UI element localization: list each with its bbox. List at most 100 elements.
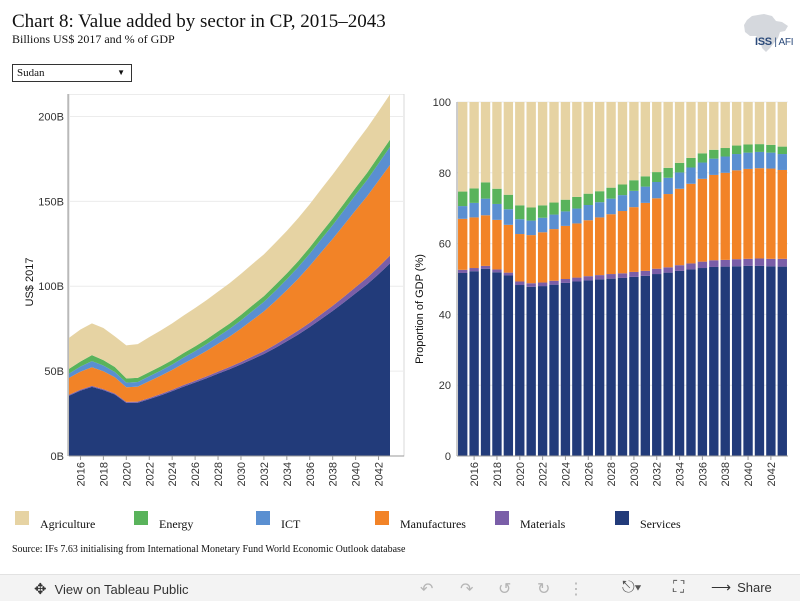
legend-item-materials[interactable]: Materials — [495, 510, 565, 531]
bar-segment-agriculture — [572, 102, 582, 197]
bar-segment-materials — [515, 281, 525, 286]
bar-segment-ict — [697, 162, 708, 179]
bar-xtick-label: 2036 — [697, 462, 709, 486]
bar-xtick-label: 2032 — [652, 462, 664, 486]
area-xtick-label: 2022 — [144, 462, 156, 486]
bar-segment-manufactures — [686, 183, 696, 264]
bar-segment-agriculture — [697, 102, 708, 154]
bar-segment-ict — [777, 154, 787, 170]
bar-segment-materials — [686, 263, 696, 270]
bar-segment-services — [560, 282, 571, 456]
bar-segment-agriculture — [743, 102, 753, 145]
fullscreen-icon[interactable]: ⛶ — [673, 579, 685, 596]
bar-segment-agriculture — [686, 102, 696, 158]
legend-item-energy[interactable]: Energy — [134, 510, 193, 531]
share-button[interactable]: ⟶ Share — [711, 579, 772, 596]
bar-segment-energy — [458, 191, 468, 207]
bar-xtick-label: 2042 — [766, 462, 778, 486]
bar-segment-agriculture — [549, 102, 559, 203]
bar-segment-manufactures — [777, 169, 787, 259]
bar-segment-ict — [754, 151, 765, 169]
bar-xtick-label: 2026 — [583, 462, 595, 486]
bar-segment-agriculture — [503, 102, 514, 195]
view-on-tableau-link[interactable]: ✥ View on Tableau Public — [34, 580, 189, 598]
caret-down-icon[interactable]: ▼ — [117, 68, 125, 77]
bar-segment-manufactures — [560, 225, 571, 279]
bar-segment-services — [458, 272, 468, 456]
legend-item-ict[interactable]: ICT — [256, 510, 300, 531]
area-xtick-label: 2032 — [259, 462, 271, 486]
area-ytick-label: 50B — [44, 366, 64, 378]
bar-ytick-label: 20 — [439, 380, 451, 392]
bar-segment-ict — [731, 154, 742, 171]
bar-segment-agriculture — [469, 102, 479, 189]
bar-segment-energy — [560, 199, 571, 212]
area-xtick-label: 2016 — [75, 462, 87, 486]
bar-segment-agriculture — [492, 102, 502, 189]
area-xtick-label: 2030 — [236, 462, 248, 486]
bar-segment-manufactures — [663, 194, 673, 268]
bar-segment-materials — [674, 265, 685, 271]
area-xtick-label: 2034 — [282, 462, 294, 486]
area-ytick-label: 100B — [38, 281, 64, 293]
bar-segment-manufactures — [617, 211, 628, 274]
view-on-tableau-label: View on Tableau Public — [54, 581, 189, 597]
bar-segment-energy — [480, 182, 491, 199]
logo-text-main: ISS — [755, 36, 772, 48]
bar-segment-ict — [720, 156, 730, 173]
legend-item-manufactures[interactable]: Manufactures — [375, 510, 466, 531]
bar-xtick-label: 2024 — [560, 462, 572, 486]
download-icon[interactable]: ⎋▾ — [622, 579, 642, 596]
bar-segment-energy — [743, 144, 753, 153]
bar-segment-materials — [469, 268, 479, 272]
legend-label-energy: Energy — [159, 517, 194, 531]
area-chart-svg: 0B 50B 100B 150B 200B 2016 2018 2020 2022 2024 202… — [24, 93, 405, 486]
bar-y-axis-title: Proportion of GDP (%) — [414, 254, 426, 364]
bar-segment-manufactures — [549, 229, 559, 281]
bar-segment-ict — [549, 214, 559, 230]
bar-segment-energy — [549, 202, 559, 215]
bar-segment-services — [617, 277, 628, 456]
bar-segment-ict — [583, 205, 593, 221]
pause-icon[interactable]: ⋮ — [568, 581, 584, 598]
legend-label-materials: Materials — [520, 517, 566, 531]
bar-segment-materials — [492, 269, 502, 273]
bar-segment-agriculture — [458, 102, 468, 192]
bar-segment-materials — [640, 270, 651, 276]
bar-segment-manufactures — [515, 234, 525, 282]
legend-swatch-materials — [495, 510, 509, 525]
redo-icon[interactable]: ↷ — [460, 581, 474, 598]
bar-xtick-label: 2018 — [492, 462, 504, 486]
country-select[interactable]: Sudan ▼ — [12, 64, 132, 82]
bar-segment-agriculture — [480, 102, 491, 183]
bar-segment-energy — [766, 144, 776, 153]
chart-title: Chart 8: Value added by sector in CP, 20… — [12, 11, 386, 32]
revert-icon[interactable]: ↺ — [498, 581, 512, 598]
area-series-services — [69, 263, 390, 456]
bar-segment-ict — [515, 219, 525, 235]
source-note: Source: IFs 7.63 initialising from Inter… — [12, 544, 406, 555]
bar-segment-manufactures — [594, 217, 605, 276]
bar-segment-services — [503, 275, 514, 456]
bar-xtick-label: 2040 — [743, 462, 755, 486]
area-xtick-label: 2036 — [305, 462, 317, 486]
bar-segment-materials — [549, 280, 559, 285]
legend-item-agriculture[interactable]: Agriculture — [15, 510, 95, 531]
bar-segment-services — [697, 268, 708, 456]
bar-segment-manufactures — [458, 218, 468, 270]
undo-icon[interactable]: ↶ — [420, 581, 434, 598]
area-xtick-label: 2024 — [167, 462, 179, 486]
bar-segment-agriculture — [777, 102, 787, 147]
bar-segment-materials — [766, 258, 776, 267]
bar-segment-services — [640, 275, 651, 456]
bar-segment-materials — [560, 279, 571, 283]
bar-segment-manufactures — [697, 178, 708, 262]
area-series-manufactures — [69, 165, 390, 402]
bar-segment-ict — [686, 167, 696, 184]
bar-segment-ict — [469, 202, 479, 218]
legend-item-services[interactable]: Services — [615, 510, 681, 531]
refresh-icon[interactable]: ↻ — [537, 581, 551, 598]
area-xtick-label: 2038 — [328, 462, 340, 486]
bar-segment-materials — [731, 259, 742, 267]
